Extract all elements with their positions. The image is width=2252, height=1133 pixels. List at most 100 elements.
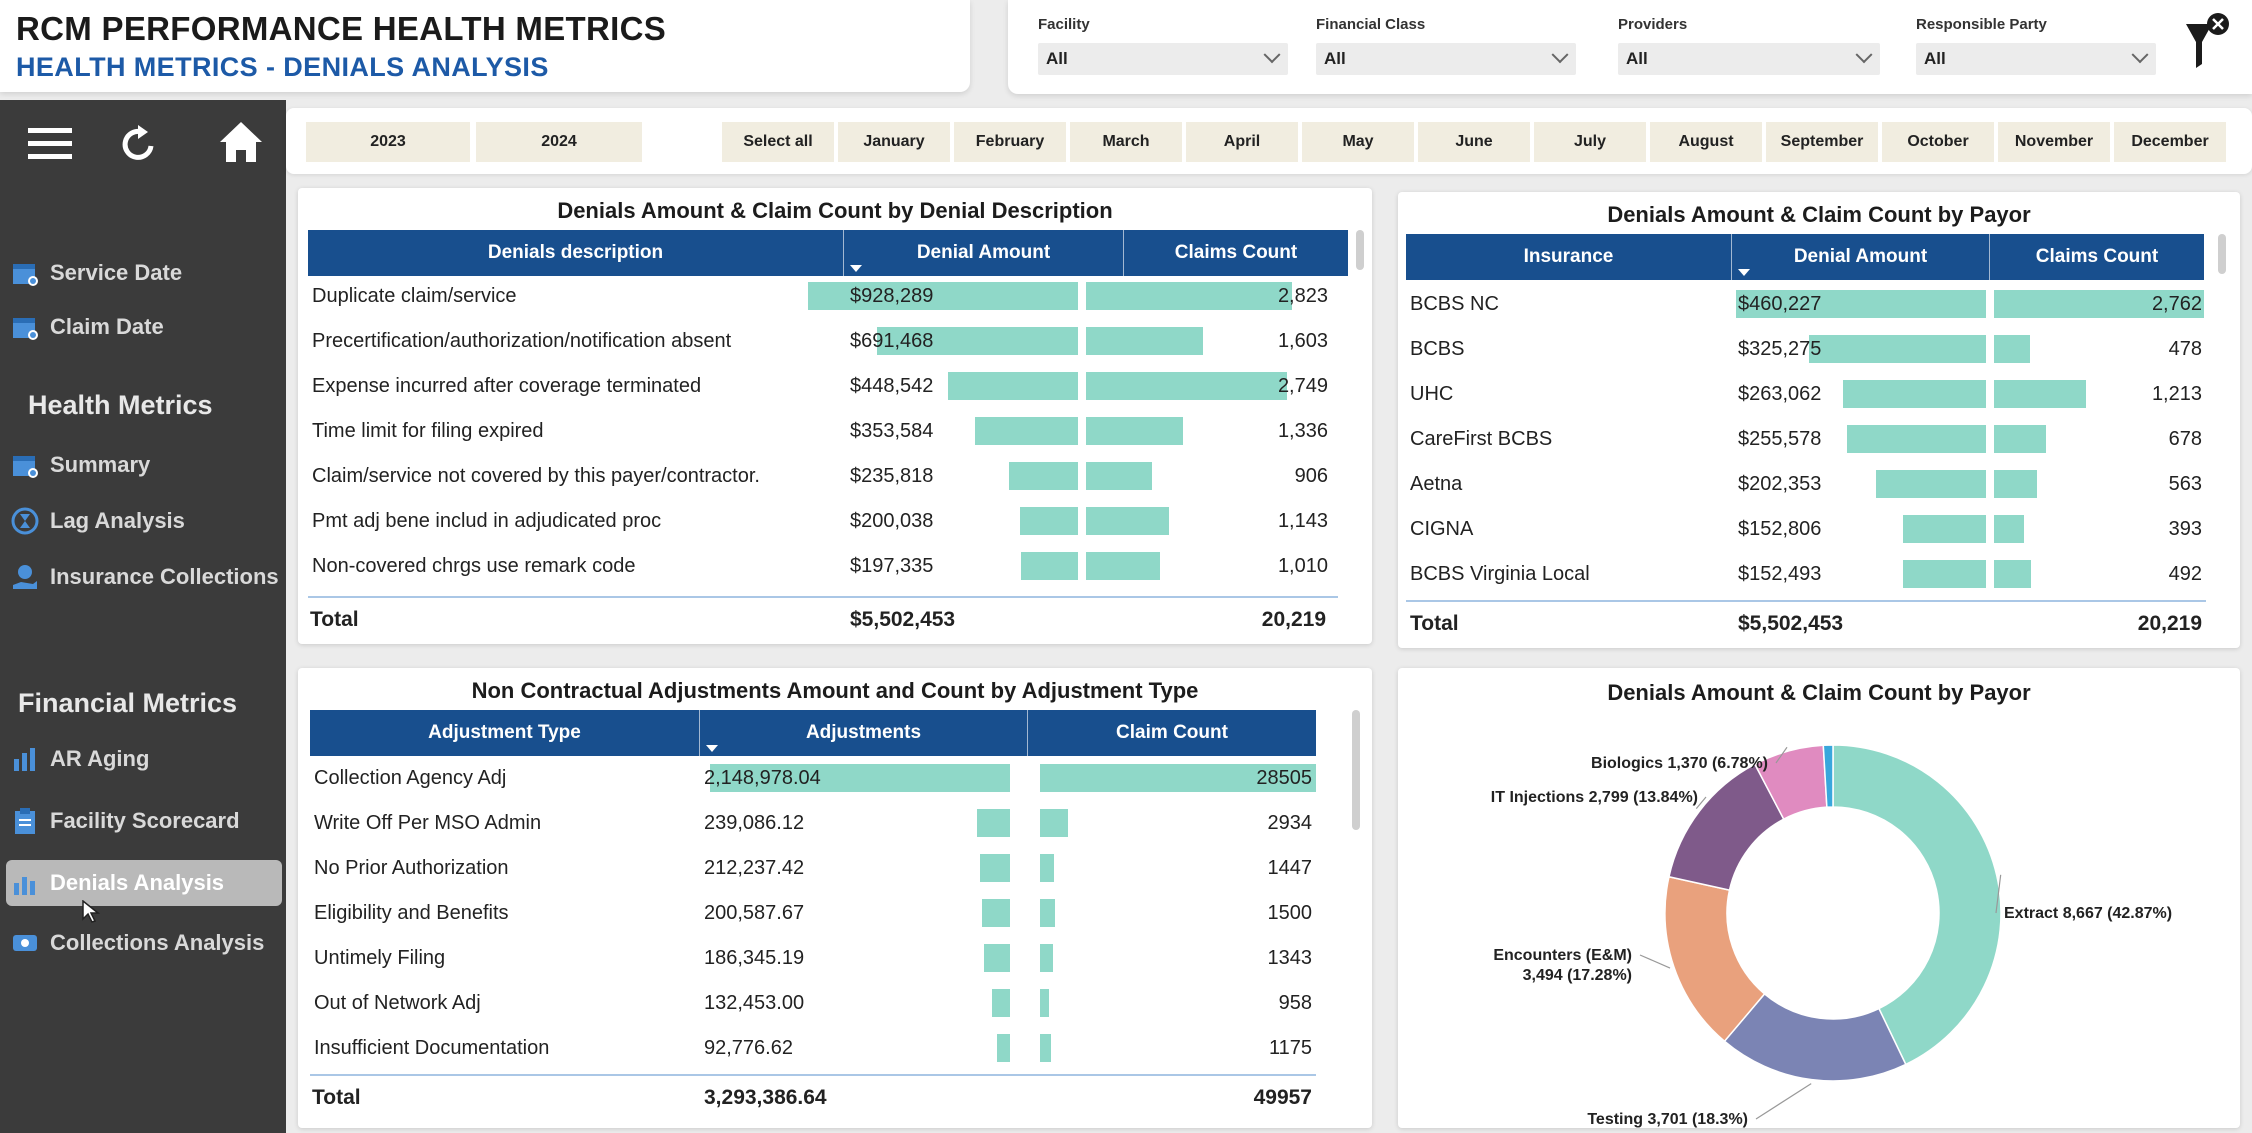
amount-value: $325,275 <box>1738 337 1822 360</box>
financial-class-dropdown[interactable]: All <box>1316 43 1576 75</box>
row-label: Out of Network Adj <box>314 991 481 1014</box>
responsible-party-dropdown[interactable]: All <box>1916 43 2156 75</box>
providers-dropdown[interactable]: All <box>1618 43 1880 75</box>
report-title: RCM PERFORMANCE HEALTH METRICS <box>16 10 667 47</box>
donut-leader-line <box>1775 746 1788 764</box>
count-value: 1,143 <box>1277 509 1328 532</box>
table-row[interactable]: Aetna $202,353 563 <box>1406 462 2206 506</box>
table-row[interactable]: Non-covered chrgs use remark code $197,33… <box>308 544 1340 588</box>
panel-title: Denials Amount & Claim Count by Payor <box>1607 680 2031 705</box>
month-november-chip[interactable]: November <box>1998 122 2110 162</box>
table-row[interactable]: Eligibility and Benefits 200,587.67 1500 <box>310 891 1316 935</box>
month-august-chip[interactable]: August <box>1650 122 1762 162</box>
nav-summary[interactable]: Summary <box>6 442 282 488</box>
year-2023-chip[interactable]: 2023 <box>306 122 470 162</box>
donut-data-label: Testing 3,701 (18.3%) <box>1587 1111 1748 1128</box>
month-march-chip[interactable]: March <box>1070 122 1182 162</box>
count-bar <box>1994 380 2086 408</box>
month-january-chip[interactable]: January <box>838 122 950 162</box>
table-scrollbar[interactable] <box>2218 234 2226 274</box>
table-scrollbar[interactable] <box>1356 230 1364 270</box>
chevron-down-icon <box>1551 46 1569 64</box>
donut-slice[interactable] <box>1832 744 2002 1066</box>
clear-filters-icon[interactable] <box>2182 12 2232 72</box>
nav-facility-scorecard[interactable]: Facility Scorecard <box>6 798 282 844</box>
nav-ar-aging[interactable]: AR Aging <box>6 736 282 782</box>
amount-bar <box>997 1034 1010 1062</box>
table-row[interactable]: CIGNA $152,806 393 <box>1406 507 2206 551</box>
providers-filter[interactable]: Providers All <box>1618 16 1880 75</box>
table-row[interactable]: Duplicate claim/service $928,289 2,823 <box>308 274 1340 318</box>
table-scrollbar[interactable] <box>1352 710 1360 830</box>
month-september-chip[interactable]: September <box>1766 122 1878 162</box>
column-header[interactable]: Claims Count <box>2035 246 2159 267</box>
row-label: Precertification/authorization/notificat… <box>312 329 732 352</box>
table-total-row: Total $5,502,453 20,219 <box>308 596 1338 640</box>
table-row[interactable]: Precertification/authorization/notificat… <box>308 319 1340 363</box>
month-july-chip[interactable]: July <box>1534 122 1646 162</box>
month-may-chip[interactable]: May <box>1302 122 1414 162</box>
nav-lag-analysis[interactable]: Lag Analysis <box>6 498 282 544</box>
column-header[interactable]: Claims Count <box>1174 242 1298 263</box>
table-row[interactable]: Insufficient Documentation 92,776.62 1175 <box>310 1026 1316 1070</box>
month-june-chip[interactable]: June <box>1418 122 1530 162</box>
home-icon[interactable] <box>218 120 264 164</box>
table-row[interactable]: Claim/service not covered by this payer/… <box>308 454 1340 498</box>
hamburger-menu-icon[interactable] <box>28 126 72 162</box>
column-header[interactable]: Adjustment Type <box>310 710 700 756</box>
table-row[interactable]: Expense incurred after coverage terminat… <box>308 364 1340 408</box>
table-row[interactable]: UHC $263,062 1,213 <box>1406 372 2206 416</box>
row-label: BCBS <box>1410 337 1465 360</box>
column-header[interactable]: Claim Count <box>1116 722 1228 743</box>
table-row[interactable]: Collection Agency Adj 2,148,978.04 28505 <box>310 756 1316 800</box>
count-value: 28505 <box>1256 766 1312 789</box>
row-label: Claim/service not covered by this payer/… <box>312 464 760 487</box>
amount-bar <box>975 417 1078 445</box>
nav-service-date[interactable]: Service Date <box>6 250 282 296</box>
amount-value: $353,584 <box>850 419 934 442</box>
chevron-down-icon <box>2131 46 2149 64</box>
responsible-party-filter[interactable]: Responsible Party All <box>1916 16 2156 75</box>
nav-label: Insurance Collections <box>50 564 279 589</box>
sort-desc-icon <box>850 265 862 272</box>
month-february-chip[interactable]: February <box>954 122 1066 162</box>
facility-dropdown[interactable]: All <box>1038 43 1288 75</box>
denials-by-payor-panel: Denials Amount & Claim Count by Payor In… <box>1398 192 2240 648</box>
table-row[interactable]: Out of Network Adj 132,453.00 958 <box>310 981 1316 1025</box>
amount-bar <box>1736 290 1986 318</box>
column-header[interactable]: Denials description <box>308 230 844 276</box>
table-row[interactable]: Pmt adj bene includ in adjudicated proc $… <box>308 499 1340 543</box>
financial-class-filter[interactable]: Financial Class All <box>1316 16 1576 75</box>
table-row[interactable]: No Prior Authorization 212,237.42 1447 <box>310 846 1316 890</box>
amount-bar <box>1876 470 1986 498</box>
nav-denials-analysis[interactable]: Denials Analysis <box>6 860 282 906</box>
month-october-chip[interactable]: October <box>1882 122 1994 162</box>
year-2024-chip[interactable]: 2024 <box>476 122 642 162</box>
health-metrics-heading: Health Metrics <box>28 390 213 420</box>
column-header[interactable]: Denial Amount <box>844 230 1124 276</box>
column-header[interactable]: Insurance <box>1406 234 1732 280</box>
month-december-chip[interactable]: December <box>2114 122 2226 162</box>
nav-insurance-collections[interactable]: Insurance Collections <box>6 554 282 600</box>
column-header[interactable]: Adjustments <box>700 710 1028 756</box>
table-row[interactable]: BCBS $325,275 478 <box>1406 327 2206 371</box>
month-select-all-chip[interactable]: Select all <box>722 122 834 162</box>
table-row[interactable]: Write Off Per MSO Admin 239,086.12 2934 <box>310 801 1316 845</box>
month-april-chip[interactable]: April <box>1186 122 1298 162</box>
table-row[interactable]: BCBS NC $460,227 2,762 <box>1406 282 2206 326</box>
nav-collections-analysis[interactable]: Collections Analysis <box>6 920 282 966</box>
table-row[interactable]: BCBS Virginia Local $152,493 492 <box>1406 552 2206 596</box>
hourglass-icon <box>10 506 40 536</box>
column-header[interactable]: Denial Amount <box>1732 234 1990 280</box>
refresh-icon[interactable] <box>120 124 158 164</box>
table-row[interactable]: Untimely Filing 186,345.19 1343 <box>310 936 1316 980</box>
nav-claim-date[interactable]: Claim Date <box>6 304 282 350</box>
donut-slice[interactable] <box>1822 744 1834 808</box>
table-row[interactable]: CareFirst BCBS $255,578 678 <box>1406 417 2206 461</box>
count-bar <box>1040 944 1053 972</box>
facility-filter[interactable]: Facility All <box>1038 16 1288 75</box>
count-bar <box>1040 809 1068 837</box>
table-row[interactable]: Time limit for filing expired $353,584 1,3… <box>308 409 1340 453</box>
mouse-cursor-icon <box>82 900 100 923</box>
calendar-icon <box>10 312 40 342</box>
